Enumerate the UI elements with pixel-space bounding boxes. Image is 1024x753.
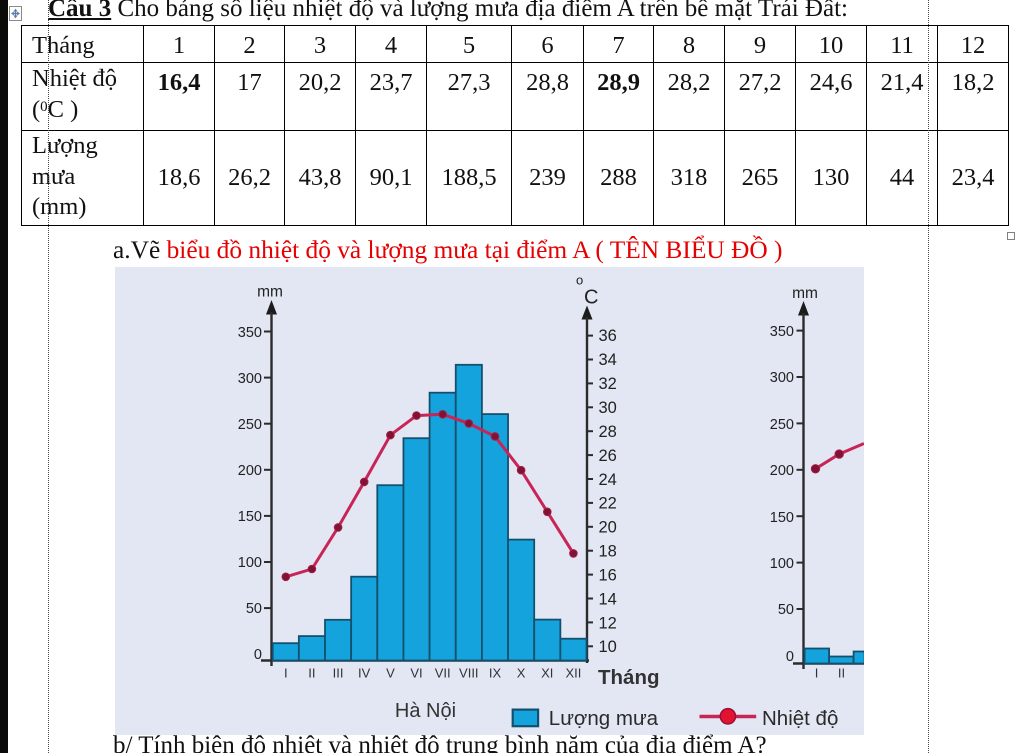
svg-text:VII: VII [435, 666, 451, 681]
svg-text:IV: IV [358, 666, 371, 681]
svg-text:XII: XII [565, 666, 581, 681]
svg-text:VI: VI [410, 666, 422, 681]
svg-text:200: 200 [238, 463, 262, 479]
svg-text:250: 250 [238, 417, 262, 433]
svg-text:X: X [517, 666, 526, 681]
svg-text:o: o [576, 273, 583, 288]
svg-text:350: 350 [770, 324, 794, 340]
svg-text:22: 22 [599, 495, 617, 513]
svg-text:XI: XI [541, 666, 553, 681]
svg-text:28: 28 [599, 423, 617, 441]
svg-text:0: 0 [254, 647, 262, 663]
svg-text:24: 24 [599, 471, 617, 489]
svg-text:150: 150 [770, 510, 794, 526]
svg-text:II: II [308, 666, 315, 681]
svg-text:250: 250 [770, 417, 794, 433]
svg-text:I: I [284, 666, 288, 681]
svg-text:12: 12 [599, 615, 617, 633]
svg-text:VIII: VIII [459, 666, 479, 681]
svg-text:V: V [386, 666, 395, 681]
svg-text:300: 300 [238, 371, 262, 387]
svg-text:mm: mm [257, 284, 283, 301]
svg-text:16: 16 [599, 567, 617, 585]
svg-text:34: 34 [599, 351, 617, 369]
svg-text:Nhiệt độ: Nhiệt độ [762, 707, 838, 730]
svg-text:200: 200 [770, 463, 794, 479]
svg-text:14: 14 [599, 591, 617, 609]
svg-text:100: 100 [770, 556, 794, 572]
svg-text:IX: IX [489, 666, 502, 681]
svg-text:100: 100 [238, 555, 262, 571]
svg-text:300: 300 [770, 370, 794, 386]
svg-text:C: C [584, 287, 598, 309]
svg-text:18: 18 [599, 543, 617, 561]
svg-text:Tháng: Tháng [598, 666, 660, 689]
svg-text:150: 150 [238, 509, 262, 525]
svg-text:50: 50 [246, 601, 262, 617]
svg-text:32: 32 [599, 375, 617, 393]
svg-text:36: 36 [599, 327, 617, 345]
svg-text:50: 50 [778, 602, 794, 618]
svg-text:mm: mm [792, 285, 818, 302]
svg-text:Lượng mưa: Lượng mưa [549, 707, 659, 730]
svg-text:II: II [838, 666, 845, 681]
svg-text:0: 0 [786, 649, 794, 665]
svg-text:10: 10 [599, 638, 617, 656]
svg-text:350: 350 [238, 325, 262, 341]
svg-text:I: I [815, 666, 819, 681]
svg-text:III: III [333, 666, 344, 681]
svg-text:Hà Nội: Hà Nội [395, 700, 456, 722]
svg-text:26: 26 [599, 447, 617, 465]
svg-text:20: 20 [599, 519, 617, 537]
svg-text:30: 30 [599, 399, 617, 417]
